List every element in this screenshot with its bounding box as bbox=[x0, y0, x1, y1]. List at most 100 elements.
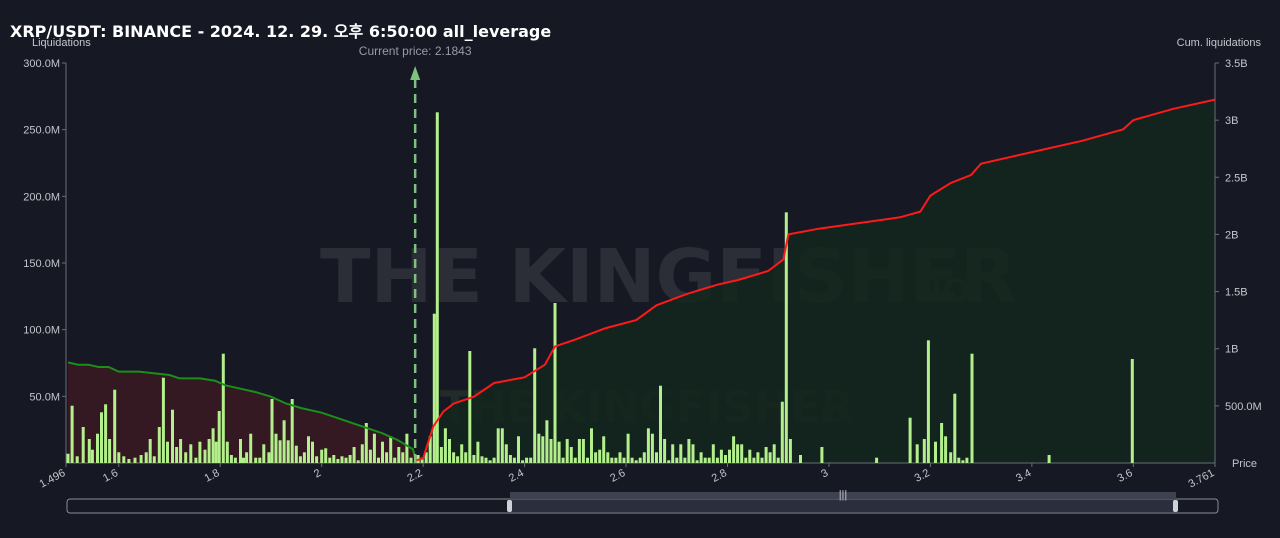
range-slider-handle-bar[interactable] bbox=[510, 492, 1176, 499]
liquidation-bar bbox=[217, 411, 221, 463]
liquidation-bar bbox=[820, 447, 824, 463]
liquidation-bar bbox=[108, 439, 112, 463]
liquidation-bar bbox=[799, 455, 802, 463]
liquidation-bar bbox=[239, 439, 242, 463]
liquidation-bar bbox=[393, 457, 397, 463]
liquidation-bar bbox=[675, 457, 679, 463]
range-slider-grip-icon[interactable]: ||| bbox=[839, 489, 848, 501]
y-left-tick-label: 200.0M bbox=[23, 191, 60, 203]
liquidation-bar bbox=[594, 452, 598, 463]
x-tick-label: 3 bbox=[819, 467, 830, 480]
liquidation-bar bbox=[541, 436, 545, 463]
liquidation-bar bbox=[377, 457, 380, 463]
liquidation-bar bbox=[320, 449, 324, 463]
liquidation-bar bbox=[139, 455, 143, 463]
chart-title: XRP/USDT: BINANCE - 2024. 12. 29. 오후 6:5… bbox=[10, 22, 552, 41]
liquidation-bar bbox=[166, 441, 169, 463]
liquidation-bar bbox=[476, 441, 480, 463]
liquidation-bar bbox=[545, 420, 549, 463]
x-tick-label: 2.2 bbox=[405, 467, 424, 485]
liquidation-bar bbox=[736, 444, 740, 463]
y-left-tick-label: 50.0M bbox=[29, 391, 60, 403]
liquidation-bar bbox=[364, 423, 368, 463]
range-slider-selection[interactable] bbox=[510, 500, 1176, 512]
y-left-tick-label: 250.0M bbox=[23, 125, 60, 137]
liquidation-bar bbox=[512, 457, 516, 463]
y-right-tick-label: 1.5B bbox=[1225, 287, 1248, 299]
liquidation-bar bbox=[90, 449, 94, 463]
liquidation-bar bbox=[290, 399, 294, 463]
liquidation-bar bbox=[221, 353, 225, 463]
liquidation-bar bbox=[298, 456, 302, 463]
long-cum-line bbox=[414, 98, 1216, 462]
liquidation-bar bbox=[949, 452, 953, 463]
range-slider-right-handle[interactable] bbox=[1173, 500, 1178, 512]
liquidation-bar bbox=[307, 436, 310, 463]
liquidation-bar bbox=[650, 433, 654, 463]
liquidation-bar bbox=[278, 440, 282, 463]
liquidation-bar bbox=[715, 457, 719, 463]
liquidation-bar bbox=[286, 440, 290, 463]
liquidation-bar bbox=[328, 457, 332, 463]
liquidation-bar bbox=[352, 447, 356, 463]
x-axis-title: Price bbox=[1232, 458, 1257, 470]
liquidation-bar bbox=[81, 427, 85, 463]
liquidation-bar bbox=[622, 457, 626, 463]
liquidation-bar bbox=[711, 444, 715, 463]
liquidation-bar bbox=[315, 456, 319, 463]
liquidation-bar bbox=[340, 456, 344, 463]
liquidation-bar bbox=[267, 452, 271, 463]
liquidation-bar bbox=[724, 455, 727, 463]
x-tick-label: 3.4 bbox=[1014, 467, 1033, 485]
liquidation-bar bbox=[565, 439, 569, 463]
liquidation-bar bbox=[569, 447, 573, 463]
liquidation-bar bbox=[122, 456, 126, 463]
liquidation-bar bbox=[420, 457, 424, 463]
liquidation-bar bbox=[549, 439, 553, 463]
liquidation-bar bbox=[75, 456, 79, 463]
liquidation-bar bbox=[117, 452, 121, 463]
liquidation-bar bbox=[517, 436, 520, 463]
x-tick-label: 3.6 bbox=[1116, 467, 1135, 485]
liquidation-bar bbox=[671, 444, 675, 463]
liquidation-bar bbox=[772, 444, 776, 463]
liquidation-bar bbox=[659, 385, 662, 463]
liquidation-bar bbox=[439, 447, 443, 463]
liquidation-bar bbox=[577, 439, 581, 463]
liquidation-bar bbox=[171, 409, 174, 463]
liquidation-bar bbox=[953, 393, 957, 463]
liquidation-bar bbox=[732, 436, 736, 463]
liquidation-bar bbox=[598, 449, 602, 463]
liquidation-bar bbox=[780, 401, 784, 463]
liquidation-bar bbox=[127, 459, 131, 463]
liquidation-bar bbox=[70, 405, 74, 463]
liquidation-bar bbox=[504, 444, 508, 463]
liquidation-bar bbox=[214, 441, 218, 463]
liquidation-bar bbox=[157, 427, 161, 463]
liquidation-bar bbox=[480, 456, 484, 463]
liquidation-bar bbox=[372, 433, 376, 463]
range-slider-left-handle[interactable] bbox=[507, 500, 512, 512]
liquidation-bar bbox=[113, 389, 117, 463]
liquidation-bar bbox=[944, 436, 948, 463]
liquidation-bar bbox=[100, 412, 103, 463]
liquidation-bar bbox=[211, 428, 215, 463]
liquidation-bar bbox=[409, 457, 413, 463]
current-price-arrow-icon bbox=[410, 66, 421, 80]
liquidation-bar bbox=[249, 433, 253, 463]
liquidation-bar bbox=[472, 455, 476, 463]
liquidation-bar bbox=[432, 313, 436, 463]
liquidation-bar bbox=[768, 452, 772, 463]
liquidation-bar bbox=[965, 457, 969, 463]
y-left-axis-title: Liquidations bbox=[32, 37, 91, 49]
liquidation-bar bbox=[96, 433, 99, 463]
y-right-tick-label: 2.5B bbox=[1225, 172, 1248, 184]
liquidation-bar bbox=[663, 439, 667, 463]
x-range-end-label: 3.761 bbox=[1186, 467, 1216, 491]
liquidation-bar bbox=[655, 452, 658, 463]
short-cum-line bbox=[67, 361, 416, 458]
x-range-start-label: 1.496 bbox=[37, 467, 67, 491]
liquidation-bar bbox=[908, 417, 912, 463]
liquidation-bar bbox=[274, 433, 278, 463]
liquidation-bar bbox=[533, 348, 537, 463]
